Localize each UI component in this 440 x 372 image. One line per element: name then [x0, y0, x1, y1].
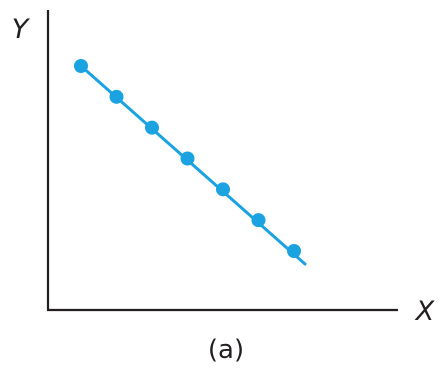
data-points-group	[74, 59, 301, 258]
data-point	[180, 151, 195, 166]
x-axis-label: X	[414, 296, 435, 327]
data-point	[74, 59, 88, 73]
data-point	[287, 244, 301, 258]
data-point	[145, 120, 159, 135]
y-axis-label: Y	[12, 14, 31, 45]
data-point	[251, 213, 266, 228]
data-point	[216, 182, 230, 197]
data-point	[109, 89, 124, 104]
chart-caption: (a)	[208, 335, 244, 365]
axes	[46, 10, 398, 312]
